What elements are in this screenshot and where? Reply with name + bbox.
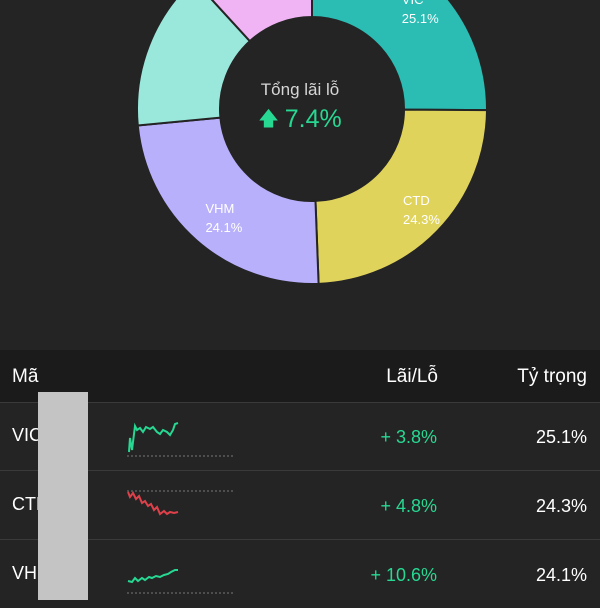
- header-code[interactable]: Mã: [12, 366, 39, 387]
- profit-loss-value: + 4.8%: [380, 496, 437, 516]
- total-pl-percent: 7.4%: [284, 105, 342, 133]
- slice-label: VHM: [205, 201, 234, 216]
- sparkline-up: [127, 569, 233, 594]
- donut-slice-vhm[interactable]: [136, 116, 320, 285]
- donut-slice-other-3[interactable]: [136, 0, 252, 127]
- profit-loss-value: + 3.8%: [380, 427, 437, 447]
- total-pl-title: Tổng lãi lỗ: [260, 80, 340, 99]
- donut-hole: [221, 18, 403, 200]
- weight-value: 25.1%: [535, 427, 587, 447]
- up-arrow-icon: 🡅: [258, 108, 279, 130]
- holdings-table: Mã Lãi/Lỗ Tỷ trọng VIC + 3.8% 25.1% CTD …: [0, 350, 600, 600]
- sparkline-up: [127, 422, 233, 457]
- sparkline-down: [127, 490, 233, 516]
- donut-slice-ctd[interactable]: [314, 108, 489, 285]
- weight-value: 24.1%: [535, 565, 587, 585]
- header-profit-loss[interactable]: Lãi/Lỗ: [386, 366, 438, 387]
- slice-percent: 24.3%: [403, 212, 440, 227]
- redaction-overlay: [38, 392, 88, 600]
- donut-svg: VIC 25.1% CTD 24.3% VHM 24.1%: [136, 0, 489, 285]
- table-row[interactable]: CTD + 4.8% 24.3%: [0, 471, 600, 540]
- slice-percent: 24.1%: [205, 220, 242, 235]
- table-header: Mã Lãi/Lỗ Tỷ trọng: [0, 350, 600, 403]
- slice-label: VIC: [402, 0, 424, 7]
- slice-percent: 25.1%: [402, 11, 439, 26]
- total-pl-value: 🡅 7.4%: [220, 104, 380, 138]
- table-row[interactable]: VIC + 3.8% 25.1%: [0, 402, 600, 471]
- table-row[interactable]: VHM + 10.6% 24.1%: [0, 540, 600, 608]
- header-weight[interactable]: Tỷ trọng: [517, 366, 587, 387]
- donut-slice-vic[interactable]: [311, 0, 488, 112]
- profit-loss-value: + 10.6%: [370, 565, 437, 585]
- stock-code: VIC: [12, 425, 43, 445]
- donut-slice-other-4[interactable]: [194, 0, 313, 43]
- portfolio-donut-chart: VIC 25.1% CTD 24.3% VHM 24.1% Tổng lãi lỗ 🡅7.…: [136, 0, 489, 285]
- weight-value: 24.3%: [535, 496, 587, 516]
- slice-label: CTD: [403, 193, 430, 208]
